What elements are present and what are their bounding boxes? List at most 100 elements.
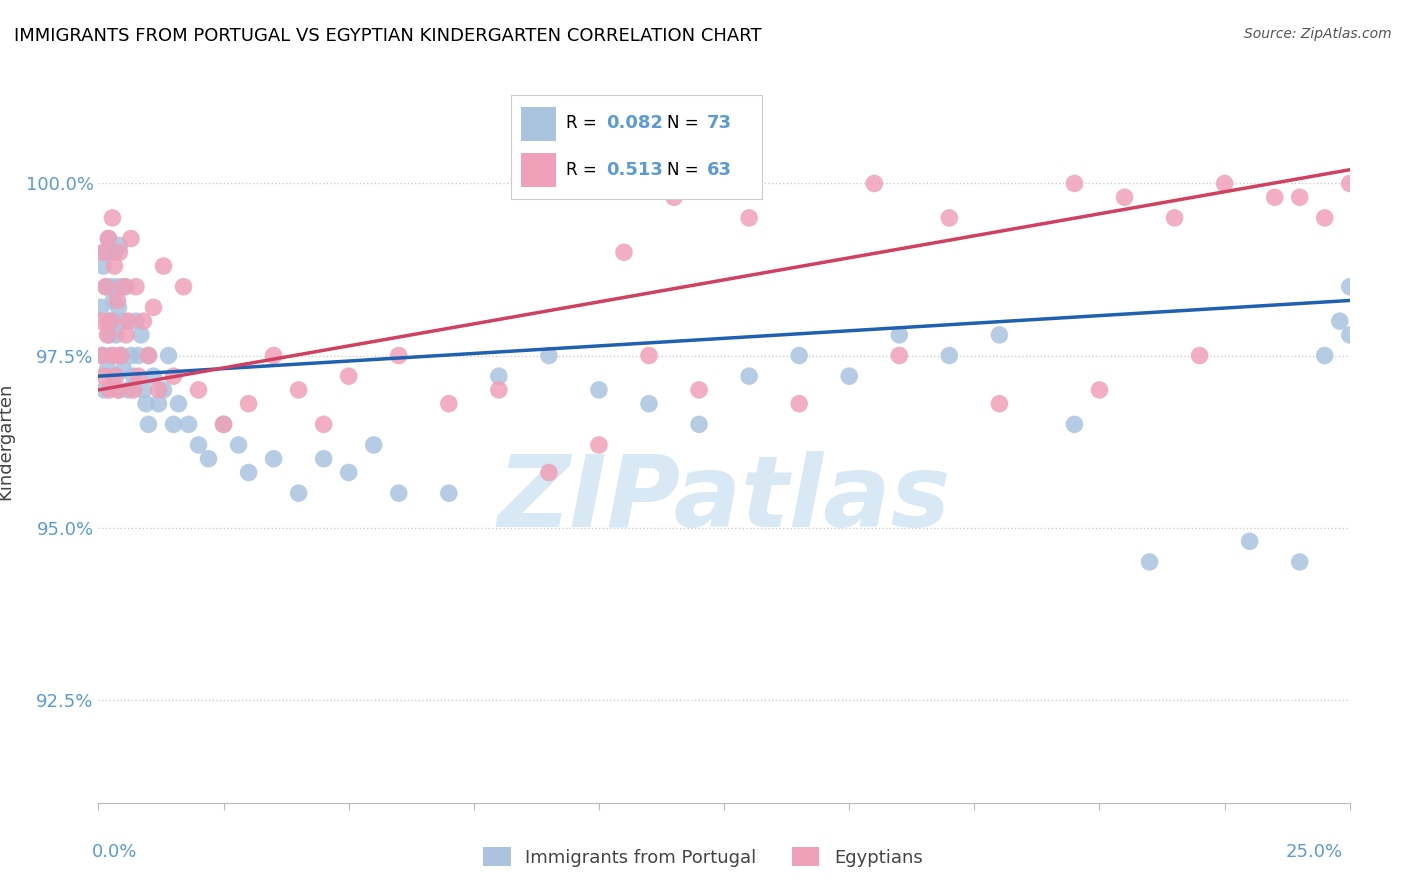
Point — [122, 369, 145, 384]
Text: IMMIGRANTS FROM PORTUGAL VS EGYPTIAN KINDERGARTEN CORRELATION CHART: IMMIGRANTS FROM PORTUGAL VS EGYPTIAN KIN… — [14, 27, 762, 45]
Point — [115, 279, 138, 293]
Point — [437, 486, 460, 500]
Point — [125, 314, 148, 328]
Point — [122, 383, 145, 397]
Point — [127, 349, 149, 363]
Point — [120, 231, 142, 245]
Point — [93, 383, 115, 397]
Point — [107, 383, 129, 397]
Point — [1088, 383, 1111, 397]
Point — [115, 327, 138, 342]
Point — [488, 369, 510, 384]
Point — [263, 349, 285, 363]
Point — [96, 362, 118, 376]
Point — [312, 417, 335, 432]
Point — [1329, 314, 1351, 328]
Point — [108, 238, 131, 252]
Point — [1288, 555, 1310, 569]
Point — [938, 211, 960, 225]
Point — [93, 245, 115, 260]
Point — [132, 383, 155, 397]
Point — [1239, 534, 1261, 549]
Point — [787, 349, 810, 363]
Point — [101, 211, 124, 225]
Point — [238, 466, 260, 480]
Point — [1188, 349, 1211, 363]
Point — [96, 327, 118, 342]
Point — [688, 417, 710, 432]
Point — [838, 369, 860, 384]
Point — [138, 417, 160, 432]
Point — [938, 349, 960, 363]
Point — [135, 397, 157, 411]
Point — [1339, 279, 1361, 293]
Point — [1288, 190, 1310, 204]
Point — [125, 279, 148, 293]
Point — [107, 383, 129, 397]
Point — [212, 417, 235, 432]
Point — [108, 245, 131, 260]
Point — [167, 397, 190, 411]
Point — [988, 327, 1011, 342]
Point — [738, 369, 761, 384]
Point — [148, 397, 170, 411]
Point — [101, 314, 124, 328]
Point — [148, 383, 170, 397]
Point — [100, 314, 122, 328]
Point — [142, 369, 165, 384]
Point — [388, 349, 411, 363]
Point — [132, 314, 155, 328]
Point — [110, 349, 132, 363]
Text: 25.0%: 25.0% — [1285, 843, 1343, 861]
Point — [1339, 177, 1361, 191]
Point — [98, 383, 121, 397]
Point — [537, 349, 560, 363]
Point — [1264, 190, 1286, 204]
Point — [129, 327, 152, 342]
Point — [152, 383, 174, 397]
Point — [1213, 177, 1236, 191]
Point — [103, 369, 125, 384]
Point — [197, 451, 219, 466]
Point — [228, 438, 250, 452]
Point — [738, 211, 761, 225]
Point — [157, 349, 180, 363]
Point — [142, 301, 165, 315]
Point — [117, 314, 139, 328]
Point — [100, 349, 122, 363]
Point — [98, 327, 121, 342]
Point — [94, 279, 117, 293]
Point — [337, 369, 360, 384]
Point — [97, 231, 120, 245]
Point — [388, 486, 411, 500]
Point — [988, 397, 1011, 411]
Point — [94, 245, 117, 260]
Point — [488, 383, 510, 397]
Point — [112, 362, 135, 376]
Point — [103, 349, 125, 363]
Point — [91, 349, 114, 363]
Point — [662, 190, 685, 204]
Point — [173, 279, 195, 293]
Point — [103, 259, 125, 273]
Point — [312, 451, 335, 466]
Point — [103, 245, 125, 260]
Point — [91, 349, 114, 363]
Point — [863, 177, 886, 191]
Point — [688, 383, 710, 397]
Point — [1313, 349, 1336, 363]
Point — [638, 397, 661, 411]
Point — [1139, 555, 1161, 569]
Point — [263, 451, 285, 466]
Point — [1114, 190, 1136, 204]
Y-axis label: Kindergarten: Kindergarten — [0, 383, 14, 500]
Point — [287, 383, 309, 397]
Point — [127, 369, 149, 384]
Point — [889, 327, 911, 342]
Text: 0.0%: 0.0% — [91, 843, 136, 861]
Point — [177, 417, 200, 432]
Point — [103, 293, 125, 308]
Point — [1063, 177, 1085, 191]
Point — [162, 417, 184, 432]
Point — [112, 279, 135, 293]
